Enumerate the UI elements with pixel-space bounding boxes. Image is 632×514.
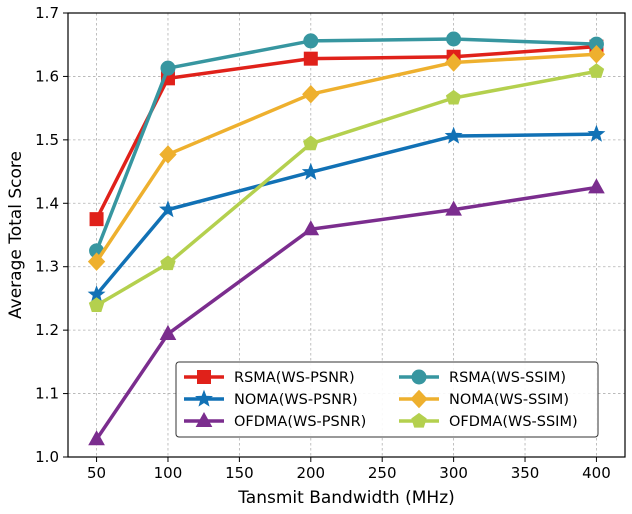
data-point bbox=[303, 135, 319, 151]
data-point bbox=[444, 53, 463, 72]
legend-marker bbox=[411, 412, 427, 428]
data-point bbox=[444, 126, 463, 144]
data-point bbox=[302, 220, 320, 236]
legend-label: NOMA(WS-SSIM) bbox=[449, 392, 569, 408]
x-tick-label: 250 bbox=[368, 464, 397, 482]
legend: RSMA(WS-PSNR) NOMA(WS-PSNR) OFDMA(WS-PSNR)… bbox=[175, 361, 599, 438]
legend-item: NOMA(WS-PSNR) bbox=[184, 389, 358, 408]
plot-series bbox=[87, 31, 606, 446]
x-axis-label: Tansmit Bandwidth (MHz) bbox=[237, 488, 455, 508]
data-point bbox=[303, 51, 318, 66]
data-point bbox=[89, 212, 104, 227]
legend-marker bbox=[410, 389, 428, 409]
plot-frame bbox=[67, 12, 626, 458]
series-line bbox=[95, 69, 597, 307]
x-tick-label: 150 bbox=[225, 464, 254, 482]
x-tick-label: 400 bbox=[582, 464, 611, 482]
legend-item: RSMA(WS-PSNR) bbox=[184, 370, 355, 386]
legend-label: OFDMA(WS-PSNR) bbox=[234, 414, 366, 430]
data-point bbox=[301, 162, 320, 180]
y-axis-label: Average Total Score bbox=[6, 151, 26, 319]
data-point bbox=[87, 252, 106, 271]
x-tick-label: 300 bbox=[439, 464, 468, 482]
data-point bbox=[587, 124, 606, 142]
data-point bbox=[160, 255, 176, 271]
legend-label: NOMA(WS-PSNR) bbox=[234, 392, 358, 408]
y-tick-label: 1.0 bbox=[35, 448, 59, 466]
series-ofdma-ws-psnr bbox=[88, 178, 605, 446]
legend-marker bbox=[195, 389, 213, 407]
y-tick-label: 1.2 bbox=[35, 321, 59, 339]
data-point bbox=[588, 63, 605, 78]
series-noma-ws-ssim bbox=[87, 45, 606, 271]
legend-label: RSMA(WS-SSIM) bbox=[449, 370, 566, 386]
legend-marker bbox=[195, 411, 213, 427]
legend-item: NOMA(WS-SSIM) bbox=[399, 389, 569, 409]
legend-item: RSMA(WS-SSIM) bbox=[399, 369, 566, 386]
y-tick-label: 1.6 bbox=[35, 67, 59, 85]
data-point bbox=[588, 178, 605, 194]
data-point bbox=[446, 31, 462, 47]
y-tick-label: 1.1 bbox=[35, 385, 59, 403]
legend-label: OFDMA(WS-SSIM) bbox=[449, 414, 578, 430]
x-tick-label: 50 bbox=[87, 464, 106, 482]
data-point bbox=[587, 45, 606, 64]
data-point bbox=[302, 84, 320, 104]
legend-item: OFDMA(WS-SSIM) bbox=[399, 412, 578, 430]
data-point bbox=[160, 60, 176, 76]
x-tick-label: 200 bbox=[296, 464, 325, 482]
legend-box bbox=[175, 361, 599, 438]
legend-marker bbox=[197, 370, 211, 384]
legend-label: RSMA(WS-PSNR) bbox=[234, 370, 355, 386]
y-tick-label: 1.5 bbox=[35, 131, 59, 149]
series-noma-ws-psnr bbox=[87, 124, 606, 303]
data-point bbox=[88, 430, 105, 446]
legend-marker bbox=[411, 369, 427, 385]
data-point bbox=[445, 200, 462, 216]
data-point bbox=[88, 297, 105, 312]
x-tick-label: 100 bbox=[154, 464, 183, 482]
legend-item: OFDMA(WS-PSNR) bbox=[184, 411, 366, 430]
data-point bbox=[159, 145, 177, 164]
axis-ticks: 50 100 150 200 250 300 350 400 1.0 1.1 1.2 1.3 1.4 1.… bbox=[35, 4, 611, 482]
series-ofdma-ws-ssim bbox=[88, 63, 605, 312]
y-tick-label: 1.3 bbox=[35, 258, 59, 276]
data-point bbox=[445, 89, 462, 105]
x-tick-label: 350 bbox=[511, 464, 540, 482]
data-point bbox=[159, 200, 177, 218]
y-tick-label: 1.7 bbox=[35, 4, 59, 22]
data-point bbox=[303, 33, 319, 49]
series-rsma-ws-ssim bbox=[89, 31, 604, 259]
y-tick-label: 1.4 bbox=[35, 194, 59, 212]
data-point bbox=[159, 324, 177, 340]
